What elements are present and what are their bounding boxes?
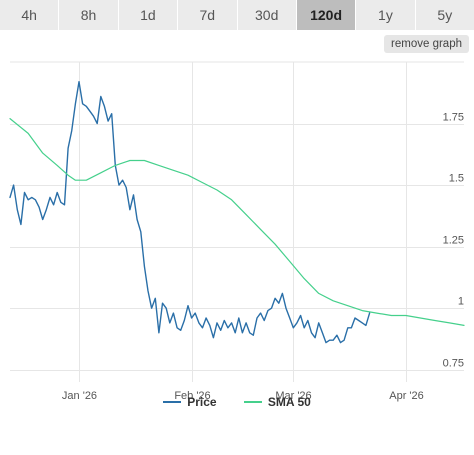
x-axis: Jan '26 Feb '26 Mar '26 Apr '26	[62, 390, 424, 402]
tab-7d[interactable]: 7d	[178, 0, 238, 30]
tab-8h[interactable]: 8h	[59, 0, 119, 30]
chart-grid	[10, 61, 464, 382]
tab-1d[interactable]: 1d	[118, 0, 179, 30]
price-line	[9, 81, 371, 344]
y-tick-label: 1.75	[443, 112, 464, 124]
chart-legend: Price SMA 50	[0, 392, 474, 409]
x-tick-label: Feb '26	[174, 390, 210, 402]
tab-4h[interactable]: 4h	[0, 0, 60, 30]
legend-swatch-price	[163, 401, 182, 403]
timeframe-tabs: 4h 8h 1d 7d 30d 120d 1y 5y	[0, 0, 474, 30]
legend-item-sma[interactable]: SMA 50	[243, 395, 311, 409]
y-tick-label: 0.75	[443, 358, 464, 370]
legend-swatch-sma	[243, 401, 262, 403]
chart-series	[9, 81, 465, 344]
legend-label-price: Price	[187, 395, 217, 409]
tab-30d[interactable]: 30d	[237, 0, 297, 30]
tab-5y[interactable]: 5y	[415, 0, 474, 30]
tab-120d[interactable]: 120d	[296, 0, 357, 30]
sma-50-line	[9, 118, 465, 326]
y-tick-label: 1	[458, 296, 464, 308]
y-axis: 0.75 1 1.25 1.5 1.75	[443, 112, 464, 370]
x-tick-label: Jan '26	[62, 390, 97, 402]
y-tick-label: 1.5	[449, 173, 464, 185]
tab-1y[interactable]: 1y	[356, 0, 416, 30]
legend-item-price[interactable]: Price	[163, 395, 217, 409]
legend-label-sma: SMA 50	[267, 395, 311, 409]
x-tick-label: Apr '26	[389, 390, 424, 402]
x-tick-label: Mar '26	[275, 390, 311, 402]
y-tick-label: 1.25	[443, 235, 464, 247]
remove-graph-button[interactable]: remove graph	[384, 35, 469, 53]
